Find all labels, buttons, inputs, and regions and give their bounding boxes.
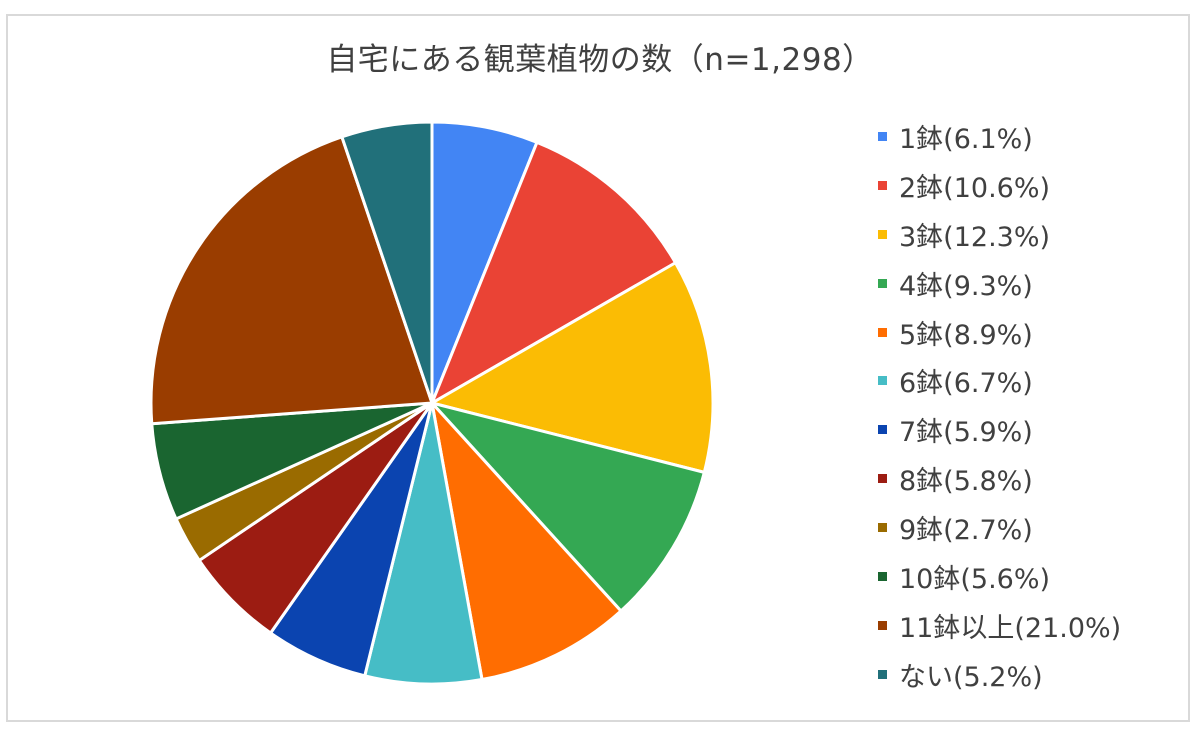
legend-label: 2鉢(10.6%): [899, 172, 1051, 204]
legend-label: ない(5.2%): [899, 661, 1043, 693]
legend-item-5: 5鉢(8.9%): [878, 308, 1121, 357]
legend-swatch: [878, 474, 887, 484]
legend-label: 5鉢(8.9%): [899, 319, 1033, 351]
legend-label: 11鉢以上(21.0%): [899, 612, 1122, 644]
chart-title: 自宅にある観葉植物の数（n=1,298）: [326, 42, 874, 78]
legend-swatch: [878, 571, 887, 581]
legend-swatch: [878, 669, 887, 679]
legend-swatch: [878, 229, 887, 239]
legend-label: 6鉢(6.7%): [899, 368, 1033, 400]
legend-label: 1鉢(6.1%): [899, 123, 1033, 155]
legend-item-2: 2鉢(10.6%): [878, 161, 1121, 210]
legend-item-10: 10鉢(5.6%): [878, 552, 1121, 601]
legend-item-4: 4鉢(9.3%): [878, 259, 1121, 308]
pie-slice-12: [340, 120, 434, 405]
pie-slice-11: [149, 135, 434, 426]
legend-label: 10鉢(5.6%): [899, 563, 1051, 595]
pie-slice-5: [430, 401, 623, 682]
pie-slices: [149, 120, 715, 686]
legend-item-12: ない(5.2%): [878, 650, 1121, 699]
legend-label: 8鉢(5.8%): [899, 466, 1033, 498]
legend-swatch: [878, 376, 887, 386]
legend-swatch: [878, 327, 887, 337]
pie-slice-2: [430, 140, 677, 405]
legend-swatch: [878, 131, 887, 141]
pie-slice-4: [430, 401, 706, 613]
legend-swatch: [878, 278, 887, 288]
legend-label: 9鉢(2.7%): [899, 515, 1033, 547]
legend-item-7: 7鉢(5.9%): [878, 405, 1121, 454]
legend-swatch: [878, 180, 887, 190]
pie-slice-6: [363, 401, 484, 686]
legend-label: 3鉢(12.3%): [899, 221, 1051, 253]
legend-swatch: [878, 425, 887, 435]
legend-item-6: 6鉢(6.7%): [878, 356, 1121, 405]
legend-item-8: 8鉢(5.8%): [878, 454, 1121, 503]
legend-item-3: 3鉢(12.3%): [878, 210, 1121, 259]
legend-label: 4鉢(9.3%): [899, 270, 1033, 302]
legend-swatch: [878, 620, 887, 630]
legend: 1鉢(6.1%) 2鉢(10.6%) 3鉢(12.3%) 4鉢(9.3%) 5鉢(8.9…: [878, 112, 1121, 699]
legend-swatch: [878, 523, 887, 533]
legend-item-1: 1鉢(6.1%): [878, 112, 1121, 161]
legend-item-9: 9鉢(2.7%): [878, 503, 1121, 552]
legend-label: 7鉢(5.9%): [899, 417, 1033, 449]
legend-item-11: 11鉢以上(21.0%): [878, 601, 1121, 650]
